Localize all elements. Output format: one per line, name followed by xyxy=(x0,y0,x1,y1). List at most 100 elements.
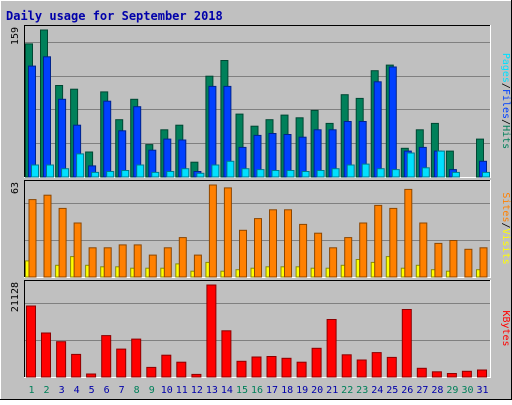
bar-kbytes xyxy=(296,361,307,378)
bar-pages xyxy=(391,169,400,178)
series-label-hits: Hits xyxy=(500,125,511,149)
x-tick-label: 25 xyxy=(386,385,398,396)
bar-sites xyxy=(404,188,413,278)
x-tick-label: 16 xyxy=(251,385,263,396)
bar-sites xyxy=(88,247,97,278)
x-tick-label: 19 xyxy=(296,385,308,396)
bar-files xyxy=(388,66,397,178)
bar-pages xyxy=(151,171,160,178)
bar-sites xyxy=(239,229,247,278)
bar-sites xyxy=(103,247,112,278)
bar-pages xyxy=(241,168,250,178)
bar-pages xyxy=(482,171,490,178)
bar-files xyxy=(208,85,217,178)
series-label-sites: Sites xyxy=(500,192,511,222)
bar-pages xyxy=(211,164,220,178)
y-max-label: 21128 xyxy=(10,282,21,312)
bar-sites xyxy=(284,209,292,278)
bar-sites xyxy=(464,248,473,278)
bar-files xyxy=(43,56,51,178)
bar-sites xyxy=(419,222,428,278)
bar-kbytes xyxy=(26,305,36,378)
chart-panels: 159Pages/Files/Hits63Sites/Visits21128KB… xyxy=(10,25,511,396)
bar-kbytes xyxy=(86,373,97,378)
bar-kbytes xyxy=(401,309,412,378)
bar-sites xyxy=(254,218,262,278)
x-tick-label: 29 xyxy=(446,385,458,396)
x-tick-label: 30 xyxy=(461,385,473,396)
x-axis-labels: 1 2 3 4 5 6 7 8 9 10 11 12 13 14 15 16 17 18 19 20 21 22 23 24 2… xyxy=(28,385,488,396)
bar-sites xyxy=(329,247,338,278)
bar-pages xyxy=(406,152,415,178)
bar-pages xyxy=(316,170,325,178)
panel-hits-files-pages: 159 Pages/Files/Hits xyxy=(10,25,511,178)
bar-kbytes xyxy=(146,366,157,378)
x-tick-label: 2 xyxy=(43,385,49,396)
bar-sites xyxy=(374,204,383,278)
bar-sites xyxy=(133,244,142,278)
bar-pages xyxy=(451,171,460,178)
x-tick-label: 18 xyxy=(281,385,293,396)
y-max-label: 63 xyxy=(10,182,21,194)
bar-kbytes xyxy=(221,330,232,378)
bar-kbytes xyxy=(251,356,262,378)
bar-pages xyxy=(256,169,265,178)
series-label-files: Files xyxy=(500,89,511,119)
bar-kbytes xyxy=(416,367,427,378)
x-tick-label: 13 xyxy=(206,385,218,396)
x-tick-label: 4 xyxy=(74,385,80,396)
panel-kbytes: 21128 KBytes xyxy=(10,280,511,378)
bar-pages xyxy=(76,153,85,178)
bar-pages xyxy=(196,172,205,178)
bar-sites xyxy=(434,242,443,278)
bar-kbytes xyxy=(236,360,247,378)
bar-sites xyxy=(73,222,82,278)
bar-kbytes xyxy=(176,361,187,378)
bar-pages xyxy=(136,164,145,178)
x-tick-label: 12 xyxy=(191,385,203,396)
bar-files xyxy=(103,100,112,178)
bar-pages xyxy=(106,171,115,178)
bar-sites xyxy=(359,222,368,278)
x-tick-label: 1 xyxy=(28,385,34,396)
label-separator: / xyxy=(500,222,511,228)
bar-kbytes xyxy=(356,359,367,378)
series-label-kbytes: KBytes xyxy=(500,310,511,346)
x-tick-label: 28 xyxy=(431,385,443,396)
series-label-pages: Pages xyxy=(500,53,511,83)
y-max-label: 159 xyxy=(10,27,21,45)
bar-sites xyxy=(223,187,232,278)
bar-pages xyxy=(331,168,340,178)
x-tick-label: 5 xyxy=(89,385,95,396)
bar-pages xyxy=(286,170,295,178)
bar-files xyxy=(28,65,36,178)
x-tick-label: 9 xyxy=(149,385,155,396)
x-tick-label: 21 xyxy=(326,385,338,396)
bar-pages xyxy=(271,170,280,178)
x-tick-label: 7 xyxy=(119,385,125,396)
bar-kbytes xyxy=(56,341,67,378)
x-tick-label: 14 xyxy=(221,385,233,396)
x-tick-label: 3 xyxy=(59,385,65,396)
bar-sites xyxy=(163,247,172,278)
bar-pages xyxy=(226,160,235,178)
x-tick-label: 22 xyxy=(341,385,353,396)
bar-sites xyxy=(269,209,277,278)
bar-kbytes xyxy=(326,319,337,378)
x-tick-label: 8 xyxy=(134,385,140,396)
x-tick-label: 10 xyxy=(161,385,173,396)
x-tick-label: 26 xyxy=(401,385,413,396)
bar-kbytes xyxy=(461,370,472,378)
bar-sites xyxy=(148,254,157,278)
bar-kbytes xyxy=(266,356,277,378)
bar-sites xyxy=(58,207,67,278)
x-tick-label: 31 xyxy=(476,385,488,396)
panel-series-labels: Pages/Files/Hits xyxy=(500,53,511,149)
bar-pages xyxy=(301,171,310,178)
bar-sites xyxy=(389,207,398,278)
bar-sites xyxy=(193,254,202,278)
bar-kbytes xyxy=(41,332,51,378)
bar-kbytes xyxy=(71,353,82,378)
bar-sites xyxy=(314,232,323,278)
